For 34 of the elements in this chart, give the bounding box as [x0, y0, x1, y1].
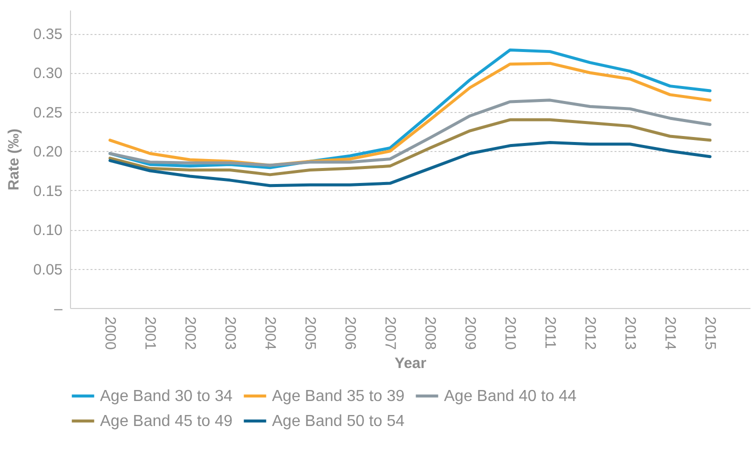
line-series: [108, 98, 712, 167]
x-tick-label: 2005: [302, 316, 318, 350]
x-tick-label: 2004: [262, 316, 278, 350]
x-tick-label: 2014: [662, 316, 678, 350]
y-tick-label: 0.25: [33, 104, 62, 122]
y-tick-label: 0.10: [33, 222, 62, 240]
x-tick-label: 2009: [462, 316, 478, 350]
line-series: [108, 141, 712, 188]
x-tick-label: 2006: [342, 316, 358, 350]
legend-label: Age Band 40 to 44: [444, 388, 577, 405]
x-tick-label: 2013: [622, 316, 638, 350]
x-tick-label: 2001: [142, 316, 158, 350]
x-tick-label: 2015: [702, 316, 718, 350]
x-tick-label: 2011: [542, 316, 558, 349]
x-axis-title: Year: [394, 354, 427, 372]
y-tick-label: 0.35: [33, 26, 62, 44]
y-tick-label: 0.05: [33, 261, 62, 278]
line-series: [108, 118, 712, 176]
y-tick-label: 0.30: [33, 65, 62, 82]
legend-label: Age Band 50 to 54: [272, 413, 405, 430]
y-axis-title: Rate (‰): [5, 128, 22, 190]
x-tick-label: 2012: [582, 316, 598, 350]
x-tick-label: 2007: [382, 316, 398, 350]
legend-label: Age Band 35 to 39: [272, 388, 405, 405]
x-tick-label: 2002: [182, 316, 198, 350]
x-tick-label: 2008: [422, 316, 438, 350]
y-tick-label: –: [54, 300, 64, 318]
y-tick-label: 0.15: [33, 182, 62, 200]
x-tick-label: 2000: [102, 316, 118, 350]
x-tick-label: 2003: [222, 316, 238, 350]
x-tick-label: 2010: [502, 316, 518, 350]
legend-label: Age Band 45 to 49: [100, 413, 233, 430]
legend-label: Age Band 30 to 34: [100, 388, 233, 405]
y-tick-label: 0.20: [33, 144, 62, 161]
